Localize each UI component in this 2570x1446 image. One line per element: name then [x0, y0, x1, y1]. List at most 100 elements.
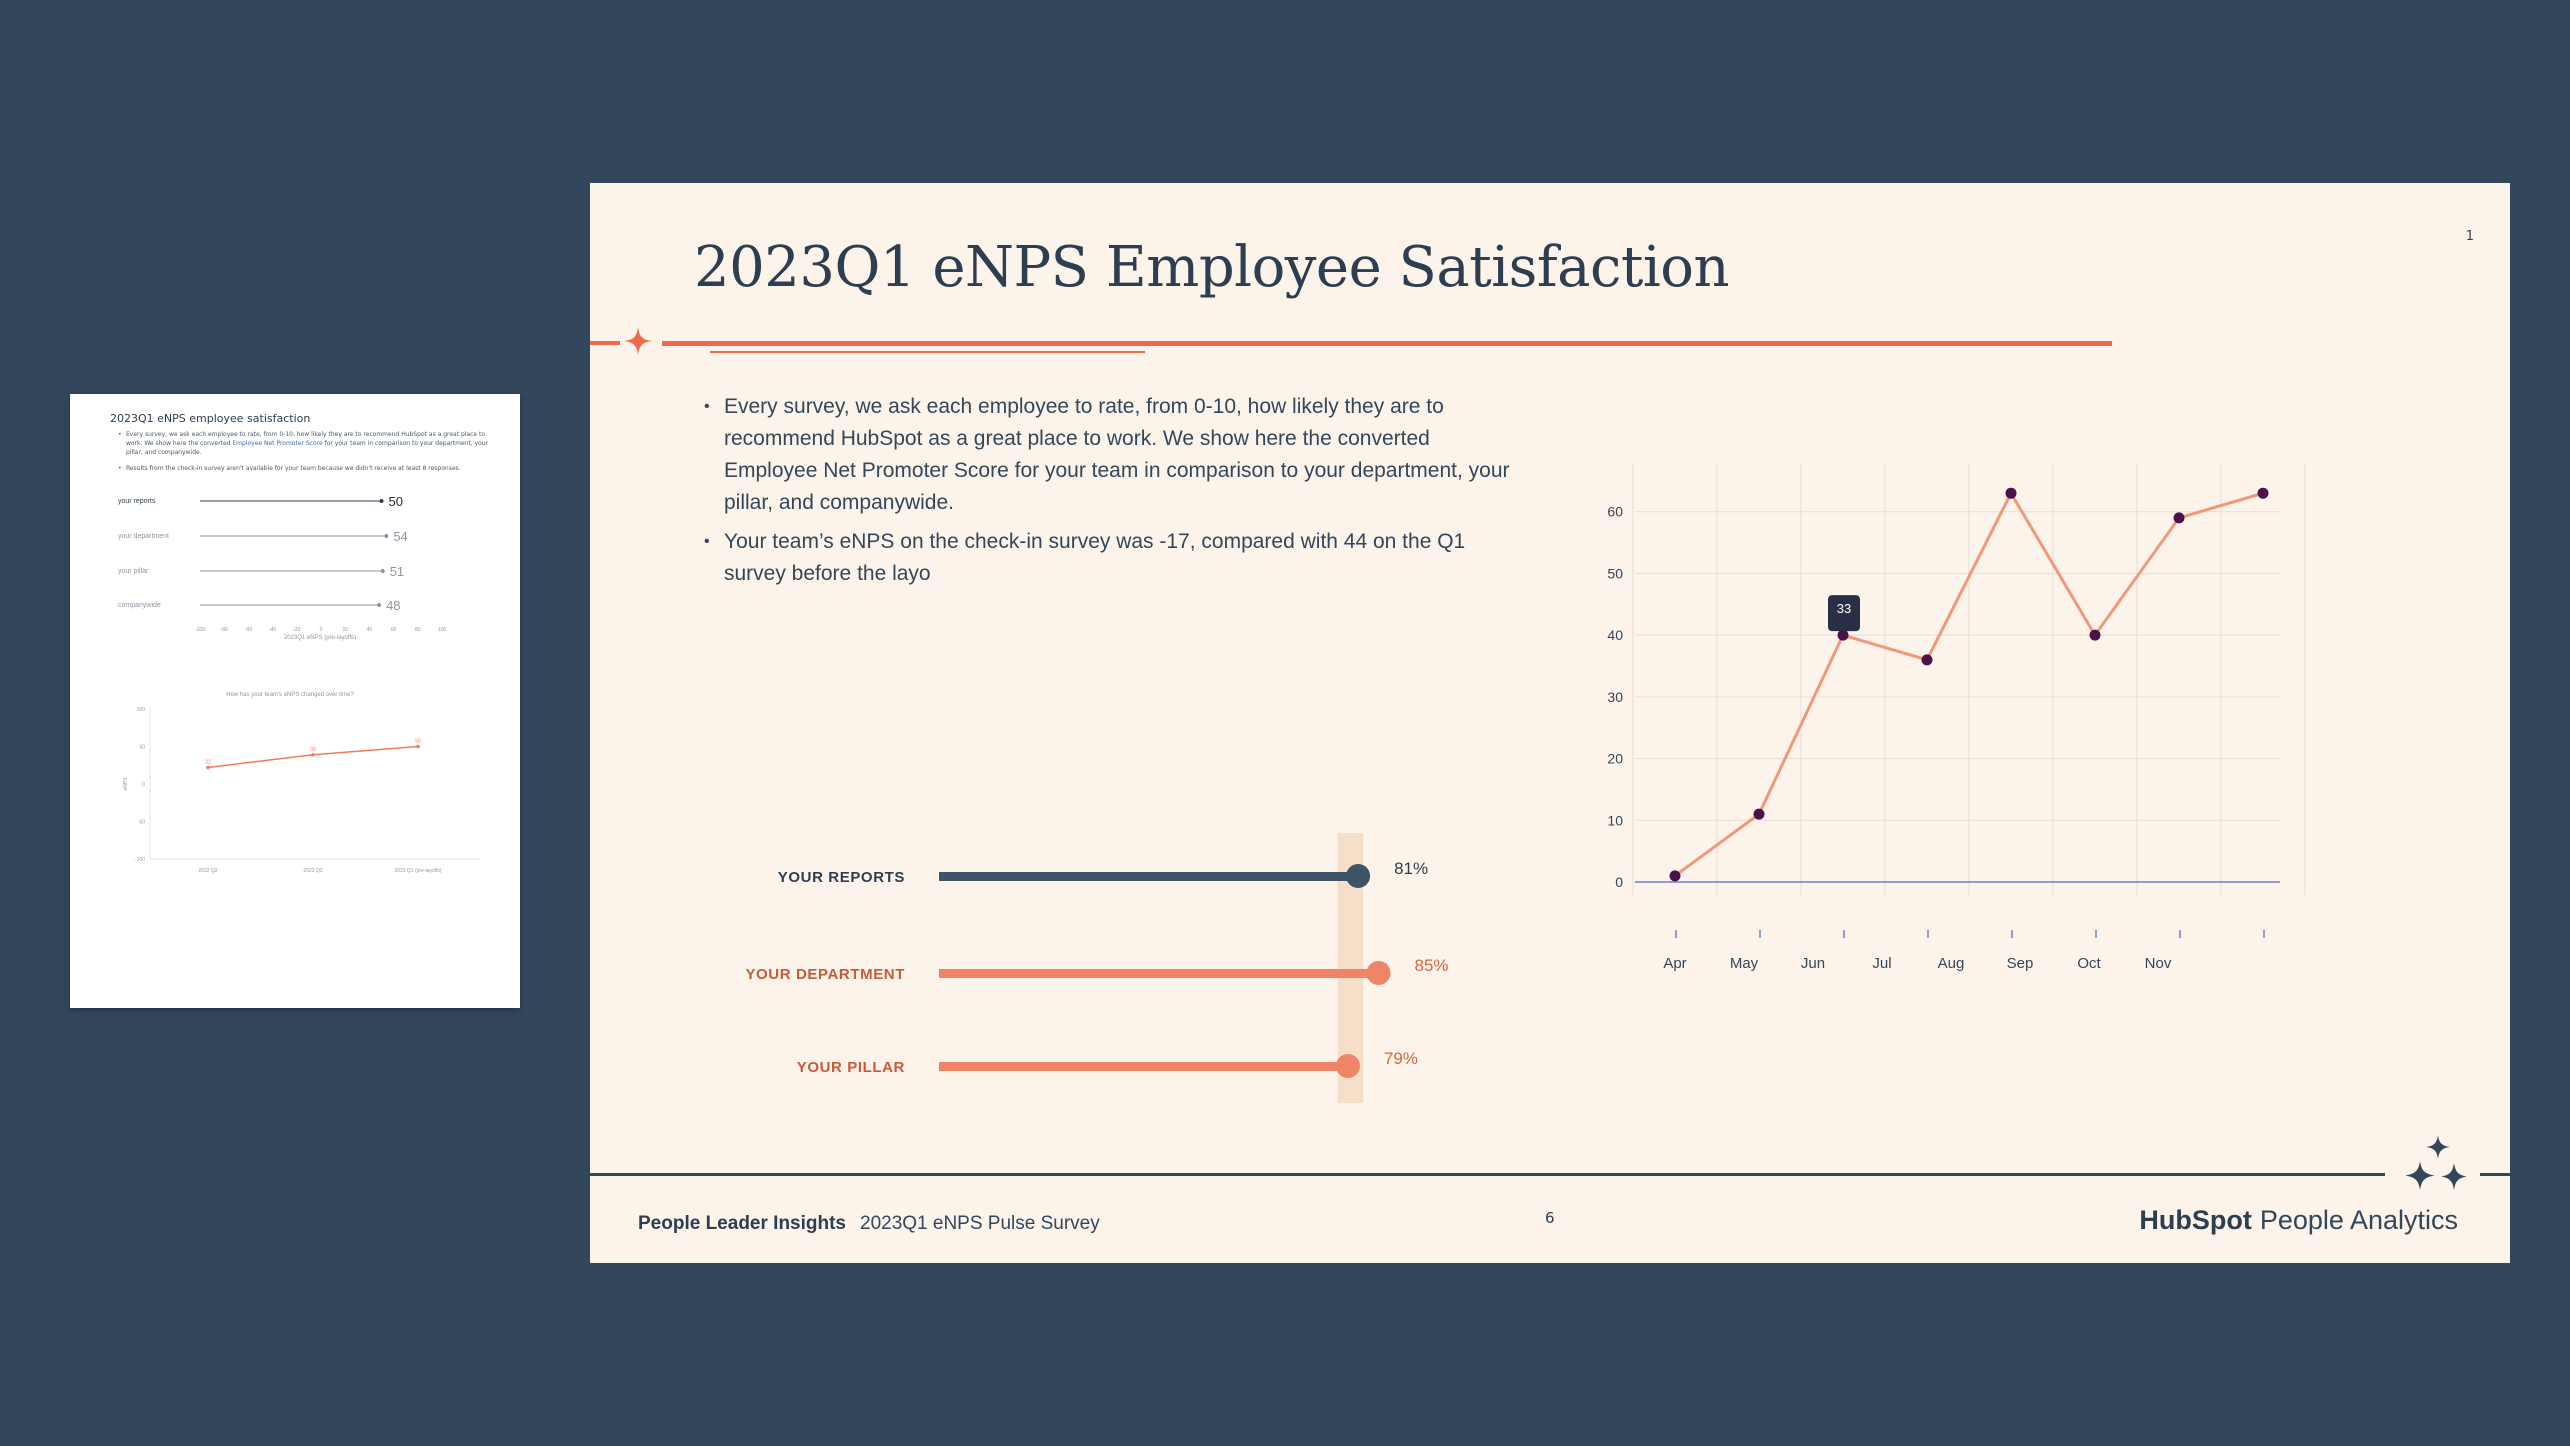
thumbnail-x-tick: -20 — [293, 627, 300, 633]
thumbnail-document[interactable]: 2023Q1 eNPS employee satisfaction Every … — [70, 394, 520, 1008]
thumbnail-x-tick: 0 — [320, 627, 323, 633]
footer-report-title: People Leader Insights — [638, 1213, 846, 1234]
bullet-survey-explanation: Every survey, we ask each employee to ra… — [704, 391, 1524, 519]
response-rate-chart: YOUR REPORTS 81% YOUR DEPARTMENT 85% YOUR PI… — [745, 833, 1449, 1103]
thumbnail-row-dot — [379, 499, 384, 503]
slide: 2023Q1 eNPS Employee Satisfaction 1 Ever… — [590, 183, 2510, 1263]
thumbnail-x-tick: -80 — [221, 627, 228, 633]
lollipop-dot — [1366, 961, 1391, 985]
description-bullets: Every survey, we ask each employee to ra… — [704, 391, 1524, 597]
thumbnail-x-tick: 60 — [391, 627, 397, 633]
y-tick-label: 50 — [1607, 565, 1623, 581]
thumbnail-row-value: 54 — [393, 529, 407, 544]
thumbnail-x-tick: 20 — [342, 627, 348, 633]
thumbnail-trend-title: How has your team's eNPS changed over ti… — [226, 692, 354, 698]
thumbnail-x-tick: 80 — [415, 627, 421, 633]
data-point — [1669, 870, 1681, 882]
x-tick-label: Aug — [1938, 955, 1965, 972]
thumbnail-x-tick: -60 — [245, 627, 252, 633]
category-label: YOUR REPORTS — [778, 869, 905, 886]
x-tick-label: Jun — [1801, 955, 1825, 972]
slide-title: 2023Q1 eNPS Employee Satisfaction — [694, 235, 1730, 300]
y-tick-label: 60 — [1607, 504, 1623, 520]
brand-hubspot: HubSpot — [2139, 1205, 2252, 1235]
data-point — [2173, 512, 2185, 524]
thumbnail-trend-value: 50 — [415, 739, 421, 745]
lollipop-bar — [939, 1062, 1348, 1071]
lollipop-bar — [939, 969, 1379, 978]
thumbnail-title: 2023Q1 eNPS employee satisfaction — [110, 412, 311, 425]
thumbnail-row-value: 50 — [389, 494, 403, 509]
footer-report-name: People Leader Insights 2023Q1 eNPS Pulse … — [638, 1213, 1100, 1235]
footer-divider-end — [2480, 1173, 2510, 1176]
thumbnail-y-tick: 100 — [137, 707, 146, 713]
data-point — [1921, 654, 1933, 666]
data-point — [2089, 629, 2101, 641]
thumbnail-x-tick: 40 — [367, 627, 373, 633]
thumbnail-y-title: eNPS — [123, 777, 129, 791]
footer-divider — [590, 1173, 2385, 1176]
enps-trend-chart: 0 10 20 30 40 50 60 Apr May Jun Jul Aug Sep Oct Nov 33 — [1607, 463, 2306, 972]
x-tick-label: May — [1730, 955, 1759, 972]
thumbnail-trend-point — [206, 765, 210, 770]
thumbnail-trend-point — [416, 744, 420, 749]
thumbnail-row-label: your reports — [118, 498, 156, 505]
x-tick-label: Sep — [2007, 955, 2034, 972]
thumbnail-row-dot — [380, 569, 385, 573]
thumbnail-x-title: 2023Q1 eNPS (pre-layoffs) — [284, 635, 356, 641]
y-tick-label: 30 — [1607, 689, 1623, 705]
thumbnail-row-label: companywide — [118, 602, 161, 609]
value-label: 79% — [1384, 1049, 1418, 1068]
thumbnail-row-value: 51 — [390, 564, 404, 579]
x-tick-label: Jul — [1872, 955, 1891, 972]
thumbnail-row-dot — [384, 534, 389, 538]
footer-survey-name: 2023Q1 eNPS Pulse Survey — [860, 1213, 1100, 1234]
thumbnail-y-tick: 50 — [139, 745, 145, 751]
accent-line-left — [590, 341, 620, 345]
thumbnail-trend-value: 22 — [205, 760, 211, 766]
hubspot-logo: HubSpot People Analytics — [2139, 1205, 2458, 1236]
value-label: 85% — [1415, 956, 1449, 975]
thumbnail-x-tick: -100 — [195, 627, 205, 633]
thumbnail-charts: your reports 50 your department 54 your pill… — [118, 494, 480, 874]
tooltip-label: 33 — [1837, 601, 1851, 616]
footer-page-number: 6 — [1545, 1209, 1555, 1227]
sparkle-icon — [624, 327, 652, 355]
brand-people-analytics: People Analytics — [2259, 1205, 2458, 1235]
data-point — [2005, 487, 2017, 499]
thumbnail-y-tick: -50 — [138, 820, 145, 826]
accent-line-main — [662, 341, 2112, 346]
thumbnail-y-tick: -100 — [135, 857, 145, 863]
data-point — [1753, 808, 1765, 820]
x-tick-label: Oct — [2077, 955, 2101, 972]
category-label: YOUR DEPARTMENT — [745, 966, 905, 983]
series-line — [1674, 490, 2264, 878]
thumbnail-y-tick: 0 — [142, 782, 145, 788]
thumbnail-row-value: 48 — [386, 598, 400, 613]
tooltip-box — [1828, 595, 1860, 632]
thumbnail-trend-x-label: 2022 Q2 — [198, 868, 217, 874]
x-tick-label: Nov — [2145, 955, 2172, 972]
data-point — [2257, 487, 2269, 499]
thumbnail-trend-point — [311, 752, 315, 757]
thumbnail-x-tick: -40 — [269, 627, 276, 633]
thumbnail-trend-x-label: 2023 Q1 (pre-layoffs) — [394, 868, 441, 874]
thumbnail-row-dot — [377, 603, 382, 607]
y-tick-label: 0 — [1615, 874, 1623, 890]
bullet-checkin-result: Your team’s eNPS on the check-in survey … — [704, 526, 1524, 590]
thumbnail-trend-value: 39 — [310, 747, 316, 753]
lollipop-dot — [1335, 1054, 1360, 1078]
thumbnail-trend-x-label: 2022 Q3 — [303, 868, 322, 874]
lollipop-dot — [1346, 864, 1371, 888]
sparkles-icon — [2405, 1135, 2467, 1190]
thumbnail-row-label: your pillar — [118, 568, 149, 575]
accent-line-sub — [710, 351, 1145, 353]
lollipop-bar — [939, 872, 1359, 881]
y-tick-label: 20 — [1607, 751, 1623, 767]
y-tick-label: 40 — [1607, 627, 1623, 643]
x-tick-label: Apr — [1663, 955, 1686, 972]
thumbnail-x-tick: 100 — [438, 627, 447, 633]
thumbnail-bullet-2: Results from the check-in survey aren't … — [118, 464, 496, 473]
y-tick-label: 10 — [1607, 812, 1623, 828]
category-label: YOUR PILLAR — [797, 1059, 905, 1076]
